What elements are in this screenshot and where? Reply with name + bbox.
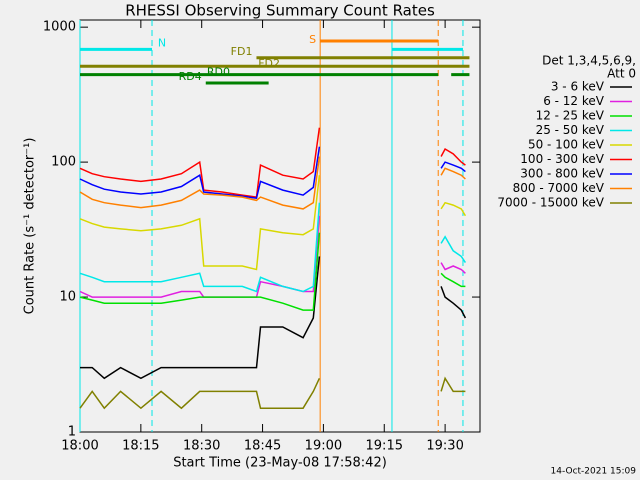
legend-label: 300 - 800 keV [520, 167, 604, 181]
x-tick-label: 18:30 [183, 439, 220, 454]
x-tick-label: 19:00 [305, 439, 342, 454]
series-line [79, 215, 466, 298]
legend-header: Att 0 [607, 67, 636, 81]
legend-label: 25 - 50 keV [536, 123, 605, 137]
legend-header: Det 1,3,4,5,6,9, [542, 54, 636, 68]
flag-label: N [158, 36, 166, 49]
series-line [79, 232, 466, 311]
x-tick-label: 18:15 [122, 439, 159, 454]
series-line [79, 156, 466, 210]
series-line [79, 202, 467, 293]
legend-label: 100 - 300 keV [520, 152, 604, 166]
flag-label: FD1 [231, 45, 253, 58]
series-line [80, 256, 467, 380]
x-tick-label: 18:00 [61, 439, 98, 454]
series-line [79, 376, 466, 410]
series-line [79, 175, 467, 271]
x-tick-label: 19:30 [426, 439, 463, 454]
plot-frame [79, 19, 481, 433]
x-axis-label: Start Time (23-May-08 17:58:42) [173, 456, 387, 471]
chart-title: RHESSI Observing Summary Count Rates [125, 2, 435, 20]
legend-label: 50 - 100 keV [528, 138, 605, 152]
y-tick-label: 1000 [43, 20, 76, 35]
y-tick-label: 10 [59, 290, 76, 305]
flag-label: RD0 [207, 66, 230, 79]
footer: 14-Oct-2021 15:09 [551, 467, 637, 477]
flag-label: RD4 [179, 70, 202, 83]
y-axis-label: Count Rate (s⁻¹ detector⁻¹) [23, 138, 38, 315]
legend-label: 7000 - 15000 keV [497, 196, 604, 210]
flag-label: S [309, 33, 316, 46]
legend-label: 6 - 12 keV [543, 94, 605, 108]
y-tick-label: 100 [51, 155, 76, 170]
legend-label: 800 - 7000 keV [513, 181, 605, 195]
x-tick-label: 19:15 [366, 439, 403, 454]
series-line [79, 146, 466, 200]
legend-label: 12 - 25 keV [536, 109, 605, 123]
legend-label: 3 - 6 keV [551, 80, 605, 94]
y-tick-label: 1 [68, 425, 76, 440]
flag-label: FD2 [258, 57, 280, 70]
x-tick-label: 18:45 [244, 439, 281, 454]
